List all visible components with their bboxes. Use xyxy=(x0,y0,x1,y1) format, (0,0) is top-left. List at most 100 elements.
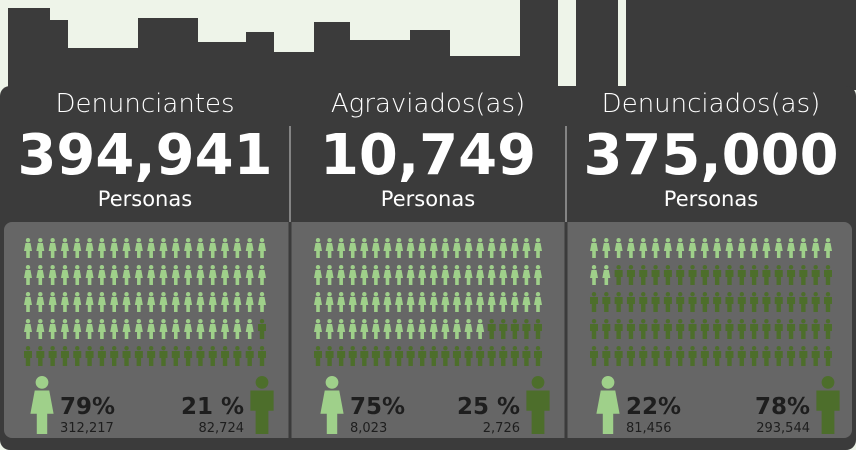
head xyxy=(455,346,459,350)
head xyxy=(536,346,540,350)
panel-total: 10,749 xyxy=(320,123,536,188)
head xyxy=(641,319,645,323)
head xyxy=(715,292,719,296)
head xyxy=(87,292,91,296)
head xyxy=(339,292,343,296)
panel-title: Agraviados(as) xyxy=(331,89,525,119)
head xyxy=(351,319,355,323)
head xyxy=(112,346,116,350)
head xyxy=(777,265,781,269)
head xyxy=(616,319,620,323)
head xyxy=(408,346,412,350)
head xyxy=(801,265,805,269)
head xyxy=(703,319,707,323)
head xyxy=(690,346,694,350)
head xyxy=(604,319,608,323)
head xyxy=(513,238,517,242)
head xyxy=(604,265,608,269)
female-count: 81,456 xyxy=(626,421,672,436)
head xyxy=(822,376,835,389)
head xyxy=(235,238,239,242)
head xyxy=(740,238,744,242)
head xyxy=(223,238,227,242)
head xyxy=(316,319,320,323)
head xyxy=(826,292,830,296)
head xyxy=(678,346,682,350)
head xyxy=(38,346,42,350)
head xyxy=(385,238,389,242)
head xyxy=(592,265,596,269)
head xyxy=(351,238,355,242)
head xyxy=(466,292,470,296)
head xyxy=(137,292,141,296)
head xyxy=(715,319,719,323)
head xyxy=(362,238,366,242)
head xyxy=(198,265,202,269)
head xyxy=(777,319,781,323)
head xyxy=(316,346,320,350)
head xyxy=(727,238,731,242)
head xyxy=(764,346,768,350)
female-percent: 75% xyxy=(350,394,405,420)
head xyxy=(38,292,42,296)
head xyxy=(75,265,79,269)
panel-total: 394,941 xyxy=(17,123,272,188)
head xyxy=(38,238,42,242)
head xyxy=(100,238,104,242)
head xyxy=(752,238,756,242)
head xyxy=(501,319,505,323)
head xyxy=(466,238,470,242)
head xyxy=(316,265,320,269)
head xyxy=(38,319,42,323)
head xyxy=(420,346,424,350)
head xyxy=(813,265,817,269)
head xyxy=(443,265,447,269)
head xyxy=(703,346,707,350)
head xyxy=(653,319,657,323)
head xyxy=(678,292,682,296)
head xyxy=(752,319,756,323)
head xyxy=(327,292,331,296)
head xyxy=(740,292,744,296)
head xyxy=(489,265,493,269)
head xyxy=(703,265,707,269)
head xyxy=(524,265,528,269)
head xyxy=(316,238,320,242)
head xyxy=(63,238,67,242)
head xyxy=(678,265,682,269)
head xyxy=(524,292,528,296)
head xyxy=(501,346,505,350)
head xyxy=(137,319,141,323)
head xyxy=(789,292,793,296)
head xyxy=(100,265,104,269)
head xyxy=(420,319,424,323)
head xyxy=(666,265,670,269)
head xyxy=(703,292,707,296)
head xyxy=(112,319,116,323)
head xyxy=(174,319,178,323)
head xyxy=(501,265,505,269)
head xyxy=(161,346,165,350)
head xyxy=(50,319,54,323)
head xyxy=(137,238,141,242)
head xyxy=(161,292,165,296)
head xyxy=(260,265,264,269)
head xyxy=(211,238,215,242)
head xyxy=(752,346,756,350)
head xyxy=(592,292,596,296)
head xyxy=(112,238,116,242)
head xyxy=(420,265,424,269)
head xyxy=(690,319,694,323)
head xyxy=(653,238,657,242)
head xyxy=(149,319,153,323)
head xyxy=(339,238,343,242)
head xyxy=(63,265,67,269)
head xyxy=(764,238,768,242)
head xyxy=(397,265,401,269)
head xyxy=(752,292,756,296)
head xyxy=(489,346,493,350)
head xyxy=(186,319,190,323)
head xyxy=(26,319,30,323)
head xyxy=(666,292,670,296)
head xyxy=(75,346,79,350)
